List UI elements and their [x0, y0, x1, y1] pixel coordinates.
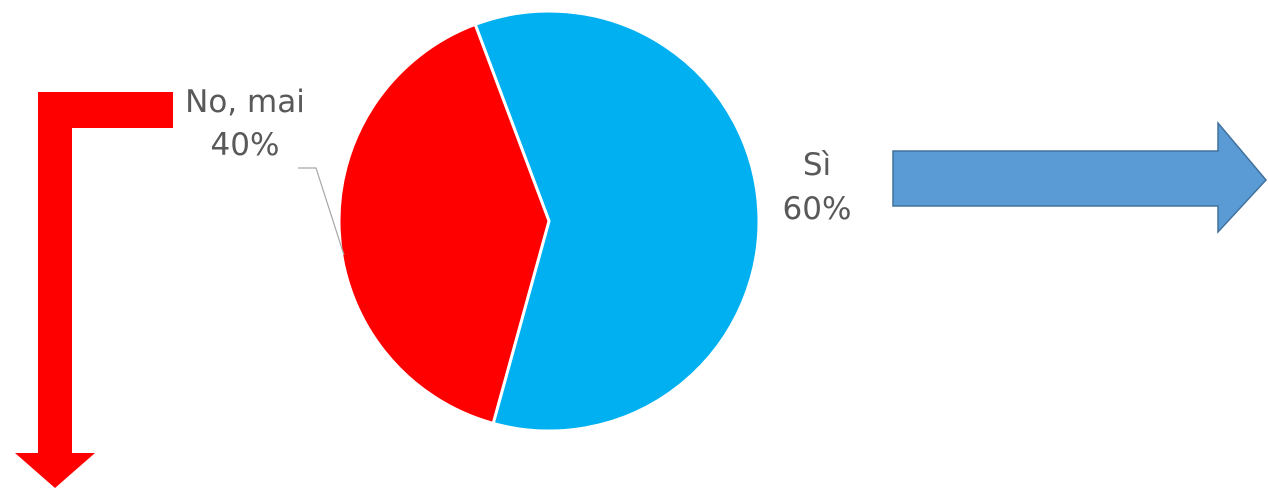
data-label-no-mai-value: 40% — [211, 127, 280, 163]
pie-slice-no-mai — [337, 22, 551, 425]
pie-slice-si — [473, 9, 761, 433]
blue-block-arrow — [892, 120, 1267, 234]
leader-line-no-mai — [298, 167, 345, 256]
red-bent-arrow — [15, 92, 173, 488]
data-label-si-value: 60% — [783, 191, 852, 227]
pie-slices — [337, 9, 761, 433]
data-label-no-mai-name: No, mai — [185, 84, 305, 120]
data-label-si-name: Sì — [803, 147, 831, 183]
